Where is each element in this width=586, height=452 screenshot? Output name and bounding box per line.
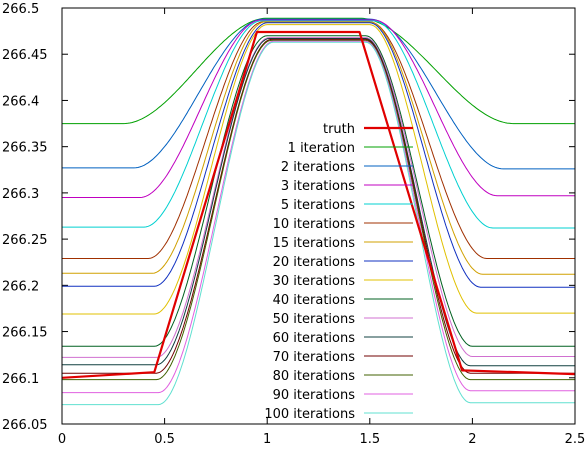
- series-line-11: [62, 38, 575, 367]
- y-tick-label: 266.2: [2, 279, 39, 294]
- legend-label: 20 iterations: [273, 255, 356, 270]
- series-line-14: [62, 40, 575, 394]
- legend-label: 60 iterations: [273, 331, 356, 346]
- series-layer: [61, 17, 576, 406]
- legend: truth 1 iteration 2 iterations 3 iterations…: [264, 122, 413, 422]
- series-line-8: [62, 24, 575, 315]
- x-tick-label: 2: [468, 432, 476, 447]
- x-tick-label: 1.5: [359, 432, 380, 447]
- legend-label: 5 iterations: [281, 198, 355, 213]
- y-tick-label: 266.25: [2, 233, 48, 248]
- legend-label: 100 iterations: [264, 407, 355, 422]
- y-tick-label: 266.15: [2, 326, 48, 341]
- series-line-13: [62, 39, 575, 381]
- legend-label: 70 iterations: [273, 350, 356, 365]
- series-line-15: [62, 41, 575, 406]
- legend-label: 3 iterations: [281, 179, 355, 194]
- x-tick-label: 0: [58, 432, 66, 447]
- legend-label: 10 iterations: [273, 217, 356, 232]
- series-line-10: [62, 37, 575, 358]
- series-line-2: [62, 18, 575, 170]
- series-line-4: [62, 20, 575, 229]
- legend-label: 2 iterations: [281, 160, 355, 175]
- plot-frame: [61, 7, 576, 425]
- y-tick-label: 266.5: [2, 2, 39, 17]
- legend-label: 50 iterations: [273, 312, 356, 327]
- y-tick-label: 266.45: [2, 48, 48, 63]
- x-tick-label: 2.5: [565, 432, 586, 447]
- axis-ticks: 0 0.5 1 1.5 2 2.5 266.05 266.1 266.15 266.2 266.25…: [2, 2, 585, 447]
- y-tick-label: 266.3: [2, 187, 39, 202]
- y-tick-label: 266.4: [2, 94, 39, 109]
- legend-label: 15 iterations: [273, 236, 356, 251]
- series-line-9: [62, 35, 575, 347]
- series-line-1: [62, 17, 575, 125]
- x-tick-label: 0.5: [154, 432, 175, 447]
- x-tick-label: 1: [263, 432, 271, 447]
- series-line-0: [61, 30, 576, 379]
- y-tick-label: 266.05: [2, 418, 48, 433]
- legend-label: 1 iteration: [288, 141, 355, 156]
- legend-label: 80 iterations: [273, 369, 356, 384]
- series-line-6: [62, 21, 575, 275]
- legend-label: 90 iterations: [273, 388, 356, 403]
- legend-label: 40 iterations: [273, 293, 356, 308]
- series-line-7: [62, 22, 575, 288]
- y-tick-label: 266.35: [2, 141, 48, 156]
- y-tick-label: 266.1: [2, 372, 39, 387]
- series-line-3: [62, 19, 575, 198]
- legend-label: truth: [323, 122, 355, 137]
- legend-label: 30 iterations: [273, 274, 356, 289]
